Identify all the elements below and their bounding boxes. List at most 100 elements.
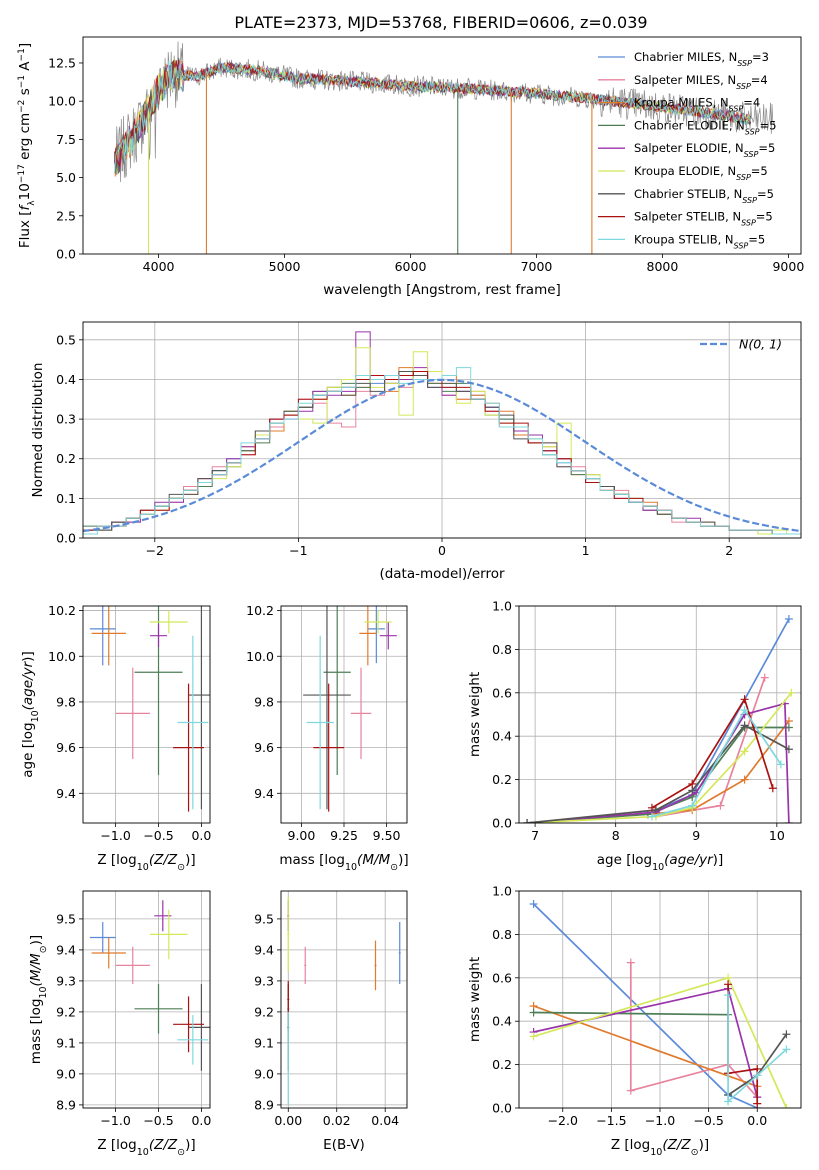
weight-series-line bbox=[651, 697, 774, 809]
weight-marker bbox=[740, 695, 749, 704]
y-tick-label: 0.5 bbox=[56, 332, 76, 347]
spectrum-lines bbox=[114, 41, 776, 254]
y-tick-label: 0.3 bbox=[56, 412, 76, 427]
y-tick-label: 9.8 bbox=[254, 694, 274, 709]
weight-marker bbox=[651, 805, 660, 814]
y-tick-label: 10.0 bbox=[246, 649, 274, 664]
residual-steps bbox=[83, 331, 801, 535]
x-tick-label: 9000 bbox=[772, 259, 804, 274]
x-tick-label: 5000 bbox=[269, 259, 301, 274]
y-tick-label: 9.0 bbox=[254, 1066, 274, 1081]
age-vs-z-x-axis-label: Z [log10(Z/Z⊙)] bbox=[97, 852, 195, 873]
age-vs-mass-axes: 9.00 9.25 9.50 9.4 9.6 9.8 10.0 10.2 bbox=[246, 603, 407, 843]
weight-vs-z-x-axis-label: Z [log10(Z/Z⊙)] bbox=[611, 1137, 709, 1158]
residuals-axes: −2 −1 0 1 2 0.0 0.1 0.2 0.3 0.4 0.5 bbox=[56, 322, 801, 558]
x-tick-label: −0.5 bbox=[143, 828, 173, 843]
y-tick-label: 9.2 bbox=[254, 1004, 274, 1019]
y-tick-label: 5.0 bbox=[56, 170, 76, 185]
weight-vs-age-lines bbox=[523, 615, 796, 823]
x-tick-label: 0.0 bbox=[747, 1113, 767, 1128]
y-tick-label: 9.4 bbox=[56, 942, 76, 957]
legend-label: Salpeter STELIB, NSSP=5 bbox=[634, 210, 773, 228]
x-tick-label: 2 bbox=[725, 543, 733, 558]
y-tick-label: 9.3 bbox=[56, 973, 76, 988]
y-tick-label: 0.6 bbox=[492, 970, 512, 985]
weight-marker bbox=[647, 812, 656, 821]
x-tick-label: 4000 bbox=[143, 259, 175, 274]
x-tick-label: −2 bbox=[146, 543, 164, 558]
y-tick-label: 0.8 bbox=[492, 642, 512, 657]
x-tick-label: −0.5 bbox=[143, 1113, 173, 1128]
y-tick-label: 8.9 bbox=[254, 1097, 274, 1112]
weight-marker bbox=[753, 1071, 762, 1080]
x-tick-label: 0.02 bbox=[323, 1113, 351, 1128]
age-vs-mass-frame bbox=[280, 605, 408, 824]
residuals-frame bbox=[82, 321, 802, 539]
weight-marker bbox=[529, 1032, 538, 1041]
age-vs-mass-x-axis-label: mass [log10(M/M⊙)] bbox=[279, 852, 408, 873]
y-tick-label: 10.0 bbox=[48, 649, 76, 664]
y-tick-label: 0.0 bbox=[56, 247, 76, 262]
x-tick-label: 7 bbox=[531, 828, 539, 843]
mass-vs-z-points bbox=[89, 900, 210, 1071]
y-tick-label: 0.4 bbox=[492, 729, 512, 744]
y-tick-label: 0.8 bbox=[492, 927, 512, 942]
spectrum-x-axis-label: wavelength [Angstrom, rest frame] bbox=[323, 282, 561, 298]
x-tick-label: 7000 bbox=[521, 259, 553, 274]
mass-vs-z-frame bbox=[82, 890, 211, 1109]
y-tick-label: 8.9 bbox=[56, 1097, 76, 1112]
x-tick-label: 9 bbox=[692, 828, 700, 843]
weight-marker bbox=[724, 980, 733, 989]
weight-marker bbox=[753, 1099, 762, 1108]
x-tick-label: −2.0 bbox=[548, 1113, 578, 1128]
spectrum-axes: 4000 5000 6000 7000 8000 9000 0.0 2.5 5.0 7.5 10.0… bbox=[48, 55, 804, 274]
mass-vs-ebv-points bbox=[287, 897, 401, 1105]
y-tick-label: 9.6 bbox=[254, 740, 274, 755]
x-tick-label: 0.04 bbox=[371, 1113, 399, 1128]
age-vs-z-points bbox=[89, 606, 210, 812]
mass-vs-ebv-frame bbox=[280, 890, 408, 1109]
y-tick-label: 9.5 bbox=[56, 911, 76, 926]
y-tick-label: 0.0 bbox=[56, 531, 76, 546]
weight-series-line bbox=[533, 1011, 729, 1016]
legend-label-gauss: N(0, 1) bbox=[739, 337, 782, 352]
model-spectrum-line bbox=[114, 60, 752, 174]
weight-series-line bbox=[727, 995, 787, 1104]
legend-label: Salpeter MILES, NSSP=4 bbox=[634, 73, 768, 91]
y-tick-label: 2.5 bbox=[56, 208, 76, 223]
x-tick-label: 0.0 bbox=[191, 1113, 211, 1128]
y-tick-label: 0.4 bbox=[56, 372, 76, 387]
weight-series-line bbox=[651, 708, 782, 818]
y-tick-label: 0.0 bbox=[492, 816, 512, 831]
weight-marker bbox=[760, 673, 769, 682]
weight-marker bbox=[523, 819, 532, 823]
mass-vs-ebv-axes: 0.00 0.02 0.04 8.9 9.0 9.1 9.2 9.3 9.4 9.5 bbox=[254, 891, 407, 1128]
y-tick-label: 9.4 bbox=[254, 786, 274, 801]
mass-vs-z-x-axis-label: Z [log10(Z/Z⊙)] bbox=[97, 1137, 195, 1158]
y-tick-label: 0.1 bbox=[56, 491, 76, 506]
age-vs-z-frame bbox=[82, 605, 211, 824]
weight-vs-z-axes: −2.0 −1.5 −1.0 −0.5 0.0 0.0 0.2 0.4 0.6 0.8 1.0 bbox=[492, 884, 801, 1128]
y-tick-label: 9.1 bbox=[254, 1035, 274, 1050]
age-vs-z-y-axis-label: age [log10(age/yr)] bbox=[20, 651, 41, 777]
y-tick-label: 0.6 bbox=[492, 685, 512, 700]
x-tick-label: 9.25 bbox=[330, 828, 358, 843]
y-tick-label: 0.0 bbox=[492, 1101, 512, 1116]
weight-marker bbox=[782, 1104, 791, 1108]
x-tick-label: −1.5 bbox=[596, 1113, 626, 1128]
y-tick-label: 9.2 bbox=[56, 1004, 76, 1019]
weight-marker bbox=[740, 721, 749, 730]
data-spectrum-line bbox=[114, 41, 776, 183]
x-tick-label: −1.0 bbox=[100, 828, 130, 843]
spectrum-frame bbox=[82, 36, 802, 255]
weight-marker bbox=[784, 819, 793, 823]
weight-marker bbox=[776, 760, 785, 769]
weight-marker bbox=[626, 958, 635, 967]
y-tick-label: 10.2 bbox=[48, 603, 76, 618]
y-tick-label: 9.3 bbox=[254, 973, 274, 988]
residual-x-axis-label: (data-model)/error bbox=[379, 566, 505, 582]
y-tick-label: 9.8 bbox=[56, 694, 76, 709]
weight-marker bbox=[784, 745, 793, 754]
weight-marker bbox=[787, 688, 796, 697]
weight-vs-age-frame bbox=[518, 605, 802, 824]
